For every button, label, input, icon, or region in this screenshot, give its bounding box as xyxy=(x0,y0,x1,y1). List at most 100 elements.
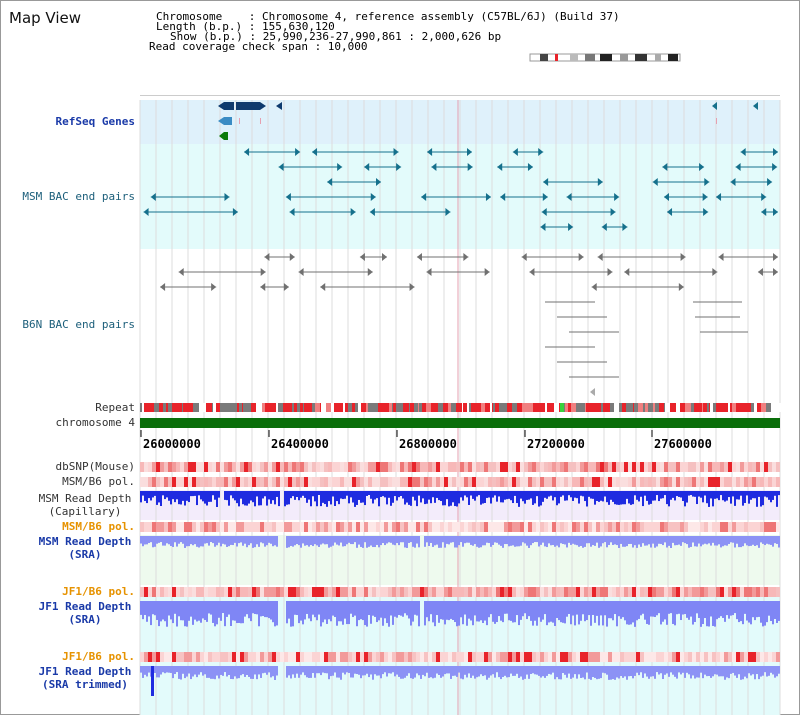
bac-end-arrow[interactable] xyxy=(712,268,718,276)
bac-end-arrow[interactable] xyxy=(614,193,620,201)
bac-end-arrow[interactable] xyxy=(538,148,544,156)
bac-end-arrow[interactable] xyxy=(224,193,230,201)
gene-feature[interactable] xyxy=(224,117,232,125)
bac-end-arrow[interactable] xyxy=(211,283,217,291)
bac-end-arrow[interactable] xyxy=(370,193,376,201)
bac-end-arrow[interactable] xyxy=(396,163,402,171)
gene-feature[interactable] xyxy=(236,102,260,110)
bac-end-arrow[interactable] xyxy=(467,163,473,171)
bac-end-arrow[interactable] xyxy=(178,268,184,276)
bac-end-arrow[interactable] xyxy=(716,193,722,201)
jf1-b6-pol-track-2[interactable] xyxy=(140,652,780,662)
bac-end-arrow[interactable] xyxy=(376,178,382,186)
bac-end-arrow[interactable] xyxy=(718,253,724,261)
chromosome-ideogram[interactable] xyxy=(529,53,681,62)
bac-end-arrow[interactable] xyxy=(540,223,546,231)
bac-end-arrow[interactable] xyxy=(735,163,741,171)
gene-arrow[interactable] xyxy=(218,102,224,110)
gene-arrow[interactable] xyxy=(218,117,224,125)
gene-arrow[interactable] xyxy=(712,102,717,110)
bac-end-arrow[interactable] xyxy=(568,223,574,231)
bac-end-arrow[interactable] xyxy=(350,208,356,216)
bac-end-arrow[interactable] xyxy=(367,268,373,276)
bac-end-arrow[interactable] xyxy=(624,268,630,276)
bac-end-arrow[interactable] xyxy=(662,163,668,171)
b6n-bac-track[interactable] xyxy=(160,253,778,396)
gene-feature[interactable] xyxy=(224,102,234,110)
bac-end-arrow[interactable] xyxy=(772,163,778,171)
bac-end-arrow[interactable] xyxy=(757,268,763,276)
msm-read-depth-sra-track[interactable] xyxy=(140,536,780,548)
bac-end-arrow[interactable] xyxy=(601,223,607,231)
bac-end-arrow[interactable] xyxy=(364,163,370,171)
bac-end-arrow[interactable] xyxy=(512,148,518,156)
dbsnp-track[interactable] xyxy=(140,462,780,472)
bac-end-arrow[interactable] xyxy=(543,178,549,186)
b6n-bac-label[interactable]: B6N BAC end pairs xyxy=(22,318,135,331)
bac-end-arrow[interactable] xyxy=(337,163,343,171)
bac-end-arrow[interactable] xyxy=(359,253,365,261)
bac-end-arrow[interactable] xyxy=(143,208,149,216)
bac-end-arrow[interactable] xyxy=(426,268,432,276)
bac-end-arrow[interactable] xyxy=(607,268,613,276)
bac-end-arrow[interactable] xyxy=(289,208,295,216)
bac-end-arrow[interactable] xyxy=(232,208,238,216)
bac-end-arrow[interactable] xyxy=(541,208,547,216)
bac-end-arrow[interactable] xyxy=(393,148,399,156)
gene-arrow[interactable] xyxy=(276,102,282,110)
bac-end-arrow[interactable] xyxy=(622,223,628,231)
gene-arrow[interactable] xyxy=(260,102,266,110)
bac-end-arrow[interactable] xyxy=(381,253,387,261)
bac-end-arrow[interactable] xyxy=(427,148,433,156)
bac-end-arrow[interactable] xyxy=(740,148,746,156)
bac-end-arrow[interactable] xyxy=(289,253,295,261)
bac-end-arrow[interactable] xyxy=(484,268,490,276)
bac-end-arrow[interactable] xyxy=(542,193,548,201)
bac-end-arrow[interactable] xyxy=(416,253,422,261)
bac-end-arrow[interactable] xyxy=(283,283,289,291)
bac-end-arrow[interactable] xyxy=(312,148,318,156)
bac-end-arrow[interactable] xyxy=(244,148,250,156)
bac-end-arrow[interactable] xyxy=(590,388,595,396)
bac-end-arrow[interactable] xyxy=(773,268,778,276)
bac-end-arrow[interactable] xyxy=(295,148,301,156)
chromosome-bar[interactable] xyxy=(140,418,780,428)
msm-bac-track[interactable] xyxy=(143,148,778,231)
bac-end-arrow[interactable] xyxy=(369,208,375,216)
gene-arrow[interactable] xyxy=(753,102,758,110)
bac-end-arrow[interactable] xyxy=(730,178,736,186)
bac-end-arrow[interactable] xyxy=(529,268,535,276)
bac-end-arrow[interactable] xyxy=(773,253,778,261)
refseq-genes-track[interactable] xyxy=(218,102,758,140)
bac-end-arrow[interactable] xyxy=(667,208,673,216)
bac-end-arrow[interactable] xyxy=(320,283,326,291)
refseq-genes-label[interactable]: RefSeq Genes xyxy=(55,115,135,128)
bac-end-arrow[interactable] xyxy=(521,253,527,261)
bac-end-arrow[interactable] xyxy=(466,148,472,156)
jf1-b6-pol-track[interactable] xyxy=(140,587,780,597)
bac-end-arrow[interactable] xyxy=(761,208,767,216)
bac-end-arrow[interactable] xyxy=(298,268,304,276)
bac-end-arrow[interactable] xyxy=(678,283,684,291)
bac-end-arrow[interactable] xyxy=(704,178,710,186)
msm-b6-pol-track-2[interactable] xyxy=(140,522,780,532)
bac-end-arrow[interactable] xyxy=(160,283,166,291)
bac-end-arrow[interactable] xyxy=(278,163,284,171)
jf1-read-depth-track[interactable] xyxy=(140,601,780,627)
bac-end-arrow[interactable] xyxy=(652,178,658,186)
bac-end-arrow[interactable] xyxy=(761,193,767,201)
msm-read-depth-capillary-track[interactable] xyxy=(140,491,780,507)
bac-end-arrow[interactable] xyxy=(702,193,708,201)
gene-arrow[interactable] xyxy=(219,132,224,140)
bac-end-arrow[interactable] xyxy=(500,193,506,201)
bac-end-arrow[interactable] xyxy=(260,268,266,276)
bac-end-arrow[interactable] xyxy=(485,193,491,201)
bac-end-arrow[interactable] xyxy=(680,253,686,261)
bac-end-arrow[interactable] xyxy=(773,148,778,156)
bac-end-arrow[interactable] xyxy=(699,163,705,171)
jf1-read-depth-trimmed-track[interactable] xyxy=(140,666,780,696)
bac-end-arrow[interactable] xyxy=(703,208,709,216)
bac-end-arrow[interactable] xyxy=(260,283,266,291)
bac-end-arrow[interactable] xyxy=(285,193,291,201)
